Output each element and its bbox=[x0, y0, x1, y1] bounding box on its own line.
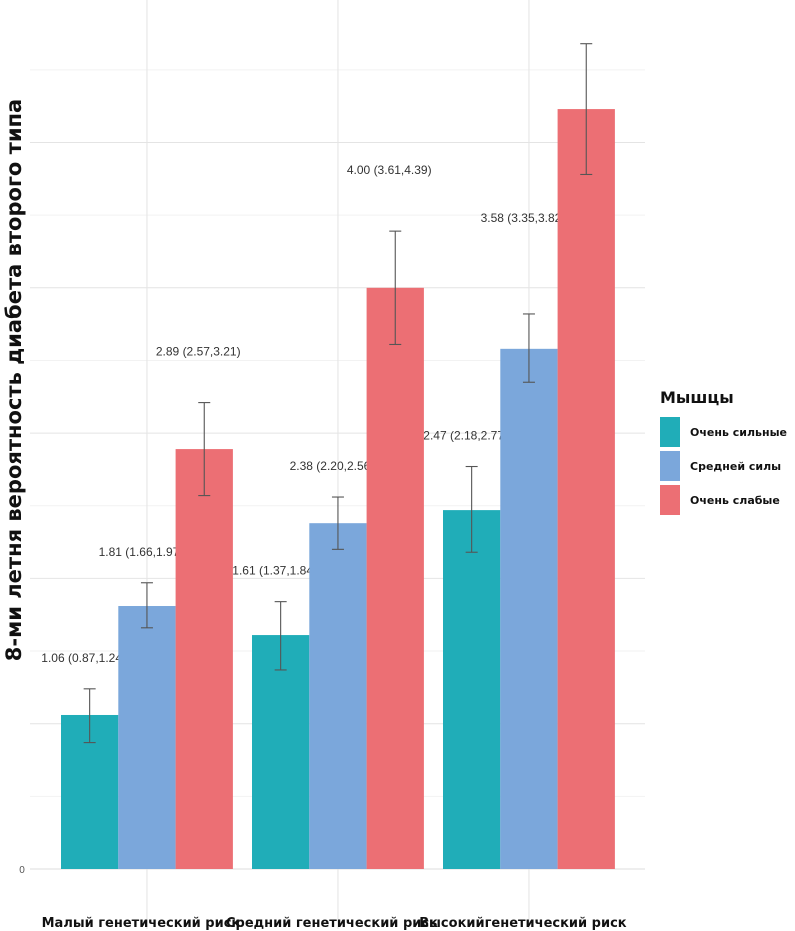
legend-label-weak: Очень слабые bbox=[690, 493, 780, 507]
legend-item-medium: Средней силы bbox=[660, 449, 787, 483]
legend-title: Мышцы bbox=[660, 388, 734, 407]
x-tick-label: Средний генетический риск bbox=[226, 916, 438, 931]
data-label: 2.89 (2.57,3.21) bbox=[156, 345, 241, 359]
data-label: 3.58 (3.35,3.82) bbox=[481, 211, 566, 225]
data-label: 1.06 (0.87,1.24) bbox=[41, 651, 126, 665]
bar bbox=[557, 109, 615, 870]
x-tick-label: Малый генетический риск bbox=[42, 916, 241, 931]
legend-label-medium: Средней силы bbox=[690, 459, 782, 473]
bar bbox=[500, 348, 558, 869]
bar bbox=[366, 287, 424, 869]
y-axis-label: 8-ми летня вероятность диабета второго т… bbox=[2, 98, 26, 662]
data-label: 2.47 (2.18,2.77) bbox=[423, 429, 508, 443]
bar bbox=[175, 449, 233, 869]
legend: Мышцы Очень сильные Средней силы Очень с… bbox=[660, 388, 787, 517]
data-label: 2.38 (2.20,2.56) bbox=[290, 459, 375, 473]
x-tick-label: Высокийгенетический риск bbox=[419, 916, 627, 931]
bar bbox=[118, 606, 176, 869]
legend-swatch-medium bbox=[660, 451, 680, 481]
data-label: 4.00 (3.61,4.39) bbox=[347, 163, 432, 177]
bar bbox=[309, 523, 367, 869]
legend-item-weak: Очень слабые bbox=[660, 483, 787, 517]
bar bbox=[443, 510, 501, 869]
legend-item-strong: Очень сильные bbox=[660, 415, 787, 449]
data-label: 1.81 (1.66,1.97) bbox=[99, 545, 184, 559]
legend-swatch-weak bbox=[660, 485, 680, 515]
bar bbox=[252, 635, 310, 869]
legend-swatch-strong bbox=[660, 417, 680, 447]
legend-label-strong: Очень сильные bbox=[690, 425, 787, 439]
data-label: 1.61 (1.37,1.84) bbox=[232, 564, 317, 578]
y-tick-label: 0 bbox=[19, 865, 25, 876]
